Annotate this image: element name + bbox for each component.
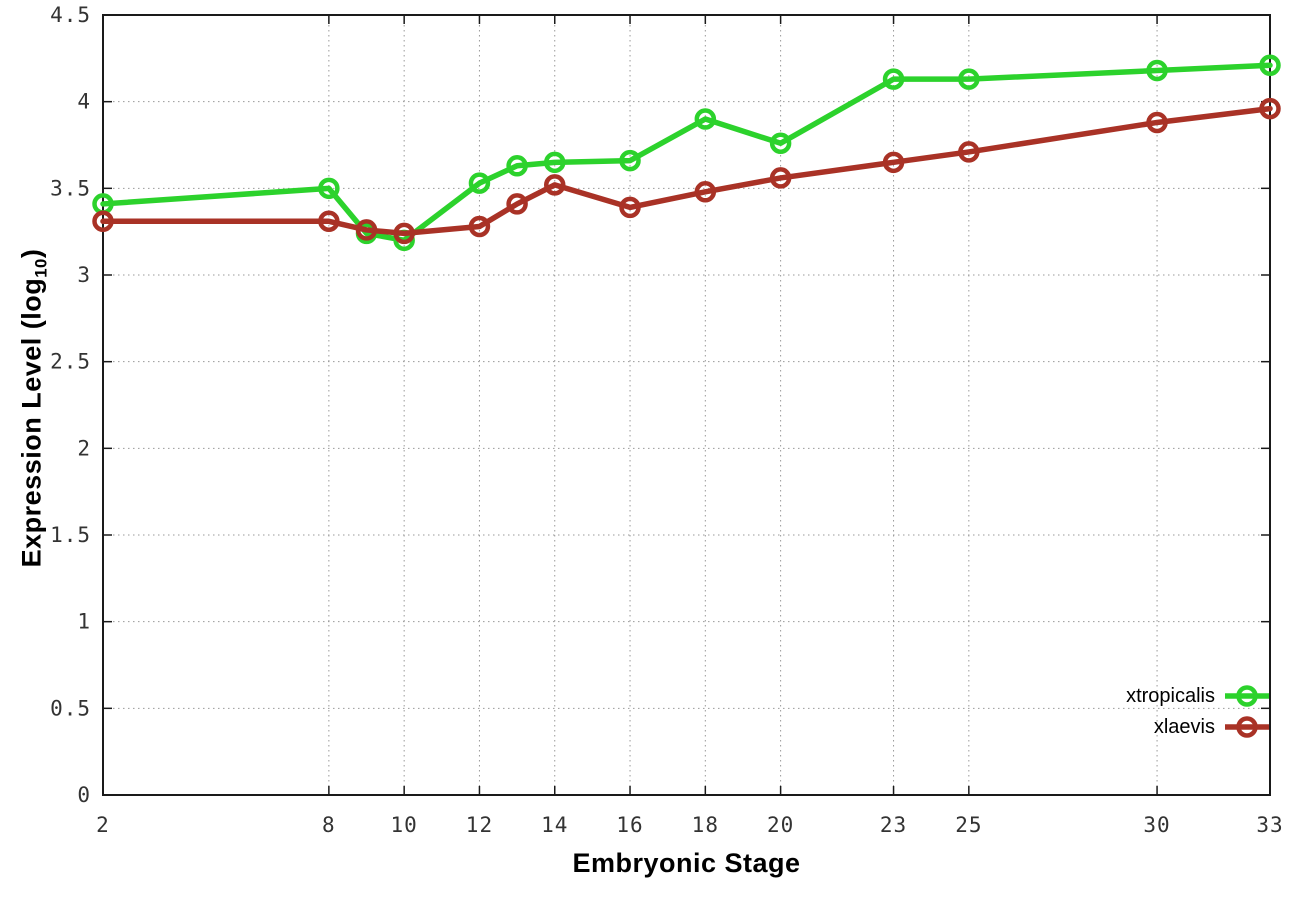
- xtropicalis-data-point-marker: [619, 149, 641, 172]
- y-tick-label: 4.5: [50, 3, 91, 27]
- x-axis-title: Embryonic Stage: [572, 848, 801, 878]
- y-tick-label: 0: [77, 783, 91, 807]
- legend-entry-xlaevis: xlaevis: [1154, 715, 1270, 739]
- legend-marker-xtropicalis: [1225, 685, 1269, 707]
- x-tick-label: 33: [1256, 813, 1283, 837]
- xlaevis-data-point-marker: [694, 181, 717, 203]
- xtropicalis-data-point-marker: [468, 172, 491, 194]
- x-tick-label: 18: [692, 813, 719, 837]
- xtropicalis-data-point-marker: [1259, 54, 1281, 77]
- xlaevis-data-point-marker: [506, 193, 528, 215]
- xlaevis-data-point-marker: [1146, 111, 1168, 134]
- xtropicalis-data-point-marker: [318, 177, 340, 200]
- legend: xtropicalis xlaevis: [1126, 684, 1270, 739]
- y-tick-label: 2: [77, 436, 91, 460]
- xtropicalis-data-point-marker: [506, 155, 528, 177]
- xlaevis-data-point-marker: [355, 219, 378, 241]
- y-tick-label: 1: [77, 610, 91, 634]
- xlaevis-data-point-marker: [958, 141, 980, 163]
- y-tick-label: 3.5: [50, 176, 91, 200]
- xtropicalis-line: [100, 62, 1273, 244]
- y-tick-label: 0.5: [50, 696, 91, 720]
- xtropicalis-data-point-marker: [958, 68, 980, 90]
- xlaevis-data-point-marker: [769, 167, 792, 189]
- legend-entry-xtropicalis: xtropicalis: [1126, 684, 1270, 708]
- y-axis-title: Expression Level (log10): [16, 249, 51, 568]
- xtropicalis-data-point-marker: [543, 151, 566, 174]
- xlaevis-data-point-marker: [619, 196, 641, 219]
- xtropicalis-data-point-marker: [882, 68, 905, 90]
- xlaevis-data-point-marker: [318, 210, 340, 233]
- xlaevis-data-point-marker: [468, 215, 491, 238]
- x-tick-label: 8: [322, 813, 336, 837]
- x-tick-label: 20: [767, 813, 794, 837]
- xlaevis-data-point-marker: [393, 222, 415, 245]
- legend-label-xlaevis: xlaevis: [1153, 715, 1215, 738]
- y-axis-title-suffix: ): [16, 248, 47, 259]
- xlaevis-data-point-marker: [92, 210, 114, 233]
- xlaevis-data-point-marker: [543, 174, 566, 196]
- x-tick-label: 30: [1143, 813, 1170, 837]
- y-tick-label: 1.5: [50, 523, 91, 547]
- x-tick-label: 2: [96, 813, 110, 837]
- xtropicalis-data-point-marker: [694, 108, 717, 130]
- x-tick-label: 12: [466, 813, 493, 837]
- x-tick-label: 16: [616, 813, 643, 837]
- legend-label-xtropicalis: xtropicalis: [1126, 684, 1215, 707]
- xlaevis-data-point-marker: [1259, 97, 1281, 120]
- y-tick-label: 3: [77, 263, 91, 287]
- xtropicalis-data-point-marker: [769, 132, 792, 155]
- legend-marker-xlaevis: [1225, 716, 1269, 738]
- y-tick-label: 4: [77, 90, 91, 114]
- x-tick-label: 10: [391, 813, 418, 837]
- x-tick-label: 14: [541, 813, 568, 837]
- y-tick-label: 2.5: [50, 350, 91, 374]
- xtropicalis-data-point-marker: [1146, 59, 1168, 82]
- y-axis-title-subscript: 10: [31, 258, 51, 278]
- plot-border: [102, 14, 1271, 796]
- x-tick-label: 25: [955, 813, 982, 837]
- xlaevis-data-point-marker: [882, 151, 905, 174]
- x-tick-label: 23: [880, 813, 907, 837]
- y-axis-title-text: Expression Level (log: [16, 277, 47, 568]
